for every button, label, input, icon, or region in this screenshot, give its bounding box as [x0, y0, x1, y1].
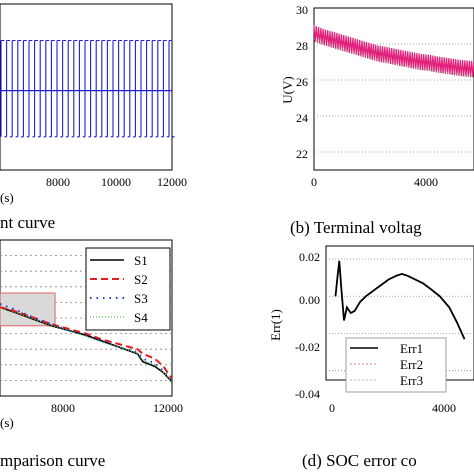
panel-c-caption: mparison curve [0, 451, 105, 470]
panel-d: Err1 Err2 Err3 0.02 0.00 -0.02 -0.04 Err… [268, 245, 474, 470]
panel-a-xtick-0: 8000 [46, 175, 70, 189]
panel-c-zoom-box [0, 292, 56, 327]
panel-c-series-s4 [0, 308, 173, 383]
legend-err2-label: Err2 [400, 357, 423, 372]
panel-d-ylabel: Err(1) [268, 309, 283, 341]
panel-c: S1 S2 S3 S4 8000 12000 (s) mparison curv… [0, 239, 183, 470]
panel-d-legend-box [345, 337, 447, 393]
panel-c-xtick-0: 8000 [51, 401, 75, 415]
panel-b-ytick-3: 24 [296, 111, 308, 125]
panel-b-caption: (b) Terminal voltag [290, 218, 422, 237]
panel-a-plot [0, 39, 175, 138]
panel-c-xlabel: (s) [0, 415, 14, 430]
panel-a-current-line [0, 39, 175, 138]
panel-a-xtick-2: 12000 [157, 175, 187, 189]
panel-b-reference-series [313, 38, 474, 77]
panel-a-xtick-1: 10000 [101, 175, 131, 189]
panel-a-xlabel: (s) [0, 190, 14, 205]
panel-a: 8000 10000 12000 (s) nt curve [0, 3, 187, 232]
panel-b: 30 28 26 24 22 U(V) 0 4000 (b) Terminal … [280, 3, 474, 237]
panel-d-xtick-0: 0 [329, 401, 335, 415]
panel-b-xtick-1: 4000 [414, 175, 438, 189]
panel-d-legend: Err1 Err2 Err3 [345, 337, 447, 393]
legend-s2-label: S2 [134, 272, 148, 287]
legend-s3-label: S3 [134, 291, 148, 306]
panel-d-ytick-2: -0.02 [295, 340, 320, 354]
panel-d-caption: (d) SOC error co [302, 451, 417, 470]
panel-d-plot [326, 258, 474, 372]
panel-a-caption: nt curve [0, 213, 55, 232]
panel-d-xtick-1: 4000 [432, 401, 456, 415]
panel-b-ytick-0: 30 [296, 3, 308, 17]
panel-c-series-s2 [0, 306, 173, 380]
panel-c-xtick-1: 12000 [153, 401, 183, 415]
panel-b-ytick-4: 22 [296, 147, 308, 161]
panel-c-legend-box [85, 247, 171, 331]
legend-s4-label: S4 [134, 310, 148, 325]
panel-b-frame [313, 7, 474, 171]
panel-d-ytick-0: 0.02 [299, 250, 320, 264]
panel-b-plot [313, 25, 474, 153]
panel-b-ytick-1: 28 [296, 39, 308, 53]
legend-s1-label: S1 [134, 253, 148, 268]
panel-b-voltage-series [313, 25, 474, 78]
panel-b-xtick-0: 0 [311, 175, 317, 189]
legend-err3-label: Err3 [400, 373, 423, 388]
panel-b-ylabel: U(V) [280, 76, 295, 103]
panel-d-series-err1 [334, 260, 466, 340]
panel-d-ytick-1: 0.00 [299, 293, 320, 307]
panel-b-ytick-2: 26 [296, 75, 308, 89]
panel-c-legend: S1 S2 S3 S4 [85, 247, 171, 331]
legend-err1-label: Err1 [400, 341, 423, 356]
panel-d-ytick-3: -0.04 [295, 387, 320, 401]
